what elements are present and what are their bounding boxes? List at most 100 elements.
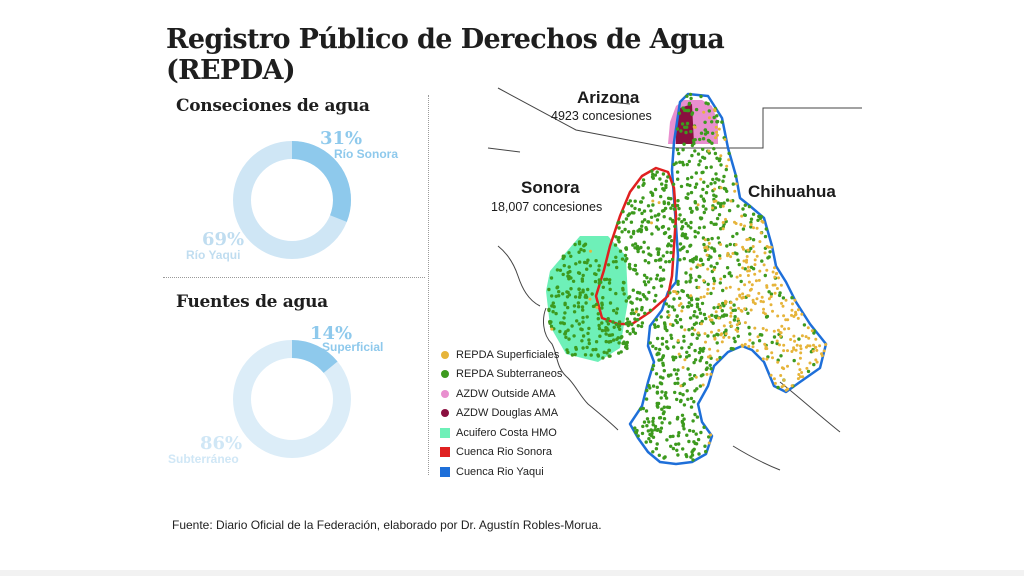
map-point [780, 324, 784, 328]
map-point [705, 361, 709, 365]
map-point [675, 127, 680, 131]
map-point [702, 242, 706, 247]
coastline-north [497, 245, 541, 307]
map-point [681, 148, 685, 152]
map-point [783, 327, 786, 331]
map-point [618, 249, 623, 253]
map-point [760, 295, 764, 299]
map-point [755, 226, 759, 230]
map-point [655, 336, 660, 341]
map-point [664, 260, 668, 264]
map-point [646, 429, 650, 433]
map-point [719, 154, 723, 158]
legend-swatch [441, 350, 449, 359]
map-point [682, 339, 686, 343]
map-point [753, 272, 757, 276]
map-point [563, 311, 567, 315]
map-point [698, 137, 702, 142]
map-point [773, 291, 777, 295]
map-point [601, 356, 605, 360]
map-point [675, 170, 680, 174]
map-point [669, 250, 673, 255]
concesiones-rest-label: Río Yaqui [186, 248, 241, 262]
map-point [702, 199, 706, 203]
map-point [757, 278, 761, 282]
map-point [581, 315, 585, 320]
map-point [675, 448, 679, 452]
map-point [666, 244, 670, 248]
map-point [653, 187, 658, 192]
map-point [594, 347, 598, 352]
map-point [698, 384, 703, 388]
map-point [709, 291, 713, 296]
map-point [771, 283, 775, 287]
map-point [595, 305, 599, 309]
map-point [661, 268, 666, 272]
map-point [738, 274, 742, 277]
map-point [814, 337, 818, 341]
map-point [632, 267, 636, 272]
map-point [658, 177, 662, 181]
map-point [715, 358, 719, 362]
map-point [561, 292, 565, 296]
map-point [719, 243, 723, 246]
map-point [607, 340, 611, 344]
map-point [655, 218, 660, 222]
map-point [721, 301, 725, 306]
map-point [794, 310, 798, 314]
map-point [550, 294, 554, 298]
map-point [585, 267, 589, 271]
map-point [635, 428, 639, 433]
map-point [633, 317, 637, 321]
map-point [640, 211, 644, 216]
map-point [631, 288, 635, 292]
map-point [741, 245, 745, 249]
map-point [672, 308, 677, 312]
map-point [650, 232, 654, 236]
map-point [585, 315, 589, 319]
map-point [712, 282, 716, 286]
map-point [576, 301, 581, 305]
map-point [703, 132, 708, 136]
map-point [550, 304, 554, 308]
map-point [579, 327, 583, 331]
map-point [792, 334, 796, 338]
map-point [645, 276, 649, 280]
map-point [757, 339, 762, 343]
map-point [778, 291, 782, 295]
map-point [608, 301, 613, 305]
map-point [588, 297, 592, 301]
map-point [676, 199, 680, 203]
map-point [737, 287, 741, 291]
legend-label: REPDA Superficiales [456, 348, 560, 361]
map-point [713, 151, 718, 156]
map-point [796, 362, 800, 366]
map-point [567, 265, 571, 269]
map-point [607, 281, 612, 285]
map-point [672, 162, 676, 167]
map-point [677, 431, 681, 435]
map-point [583, 295, 587, 299]
map-point [820, 354, 824, 358]
map-point [793, 313, 797, 317]
map-point [685, 125, 689, 129]
map-point [645, 417, 650, 421]
map-point [677, 442, 681, 446]
map-point [550, 327, 554, 331]
map-point [723, 187, 728, 191]
map-point [712, 200, 716, 203]
map-point [709, 255, 713, 259]
map-point [685, 350, 689, 354]
map-point [742, 296, 746, 299]
map-point [702, 312, 707, 317]
map-point [693, 201, 698, 205]
map-point [681, 106, 685, 110]
map-point [579, 247, 583, 252]
map-point [734, 174, 738, 178]
map-point [689, 226, 693, 230]
map-point [597, 264, 601, 268]
map-point [644, 227, 649, 232]
map-point [594, 259, 598, 263]
map-point [582, 249, 586, 253]
map-point [646, 220, 650, 224]
